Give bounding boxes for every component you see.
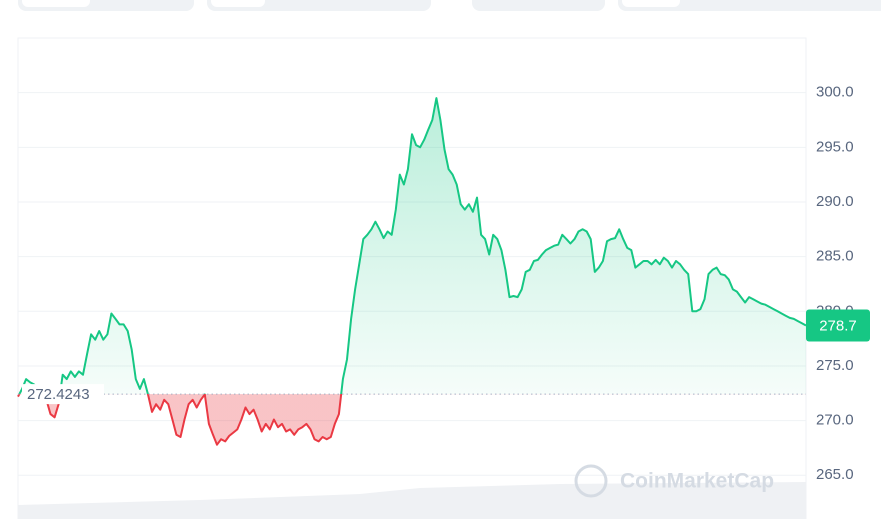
watermark-logo [574, 464, 608, 498]
price-badge [806, 309, 870, 342]
price-area [18, 98, 806, 445]
tab[interactable] [622, 0, 680, 7]
y-tick-label: 300.0 [816, 84, 854, 101]
tab-group[interactable] [618, 0, 881, 11]
tab[interactable] [22, 0, 90, 7]
tab-group[interactable] [472, 0, 605, 11]
y-tick-label: 265.0 [816, 466, 854, 483]
watermark: CoinMarketCap [620, 470, 774, 493]
baseline-label: 272.4243 [27, 386, 90, 403]
y-tick-label: 290.0 [816, 193, 854, 210]
y-tick-label: 275.0 [816, 357, 854, 374]
y-tick-label: 295.0 [816, 138, 854, 155]
y-tick-label: 270.0 [816, 412, 854, 429]
volume-area [18, 482, 806, 519]
price-line [17, 97, 807, 446]
y-tick-label: 285.0 [816, 248, 854, 265]
plot-frame [17, 37, 807, 524]
baseline-label-bg [22, 384, 104, 405]
price-badge-label: 278.7 [819, 317, 857, 334]
tab[interactable] [211, 0, 265, 7]
